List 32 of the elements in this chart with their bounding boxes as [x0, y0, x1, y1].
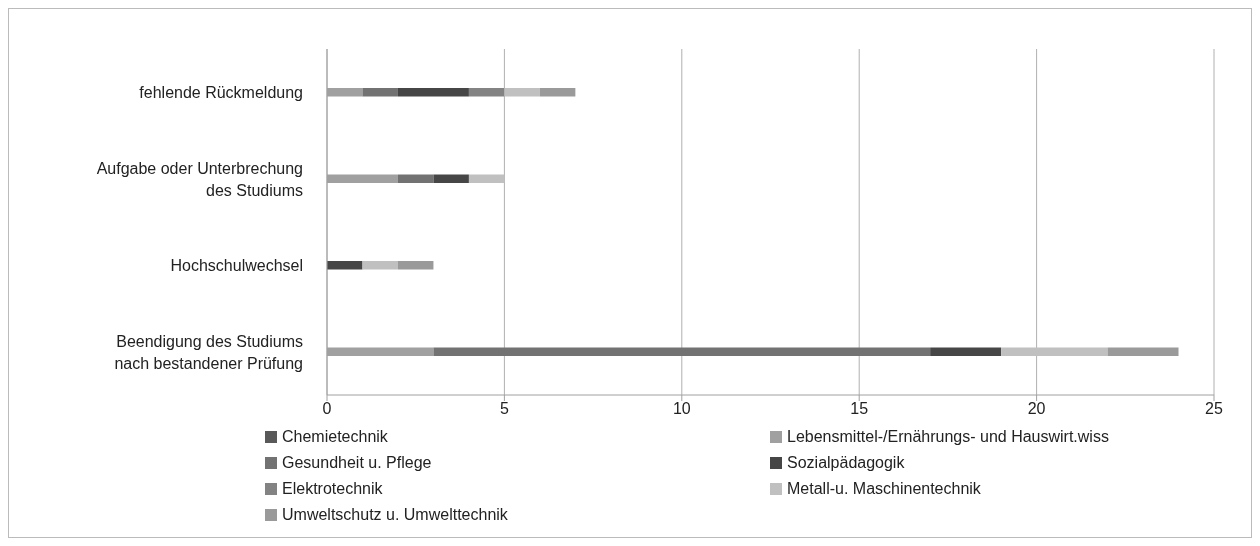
bar — [930, 347, 1002, 357]
x-tick-label: 5 — [499, 400, 509, 418]
bar — [433, 347, 931, 357]
bar — [504, 87, 540, 97]
bar — [468, 174, 505, 184]
legend-label: Metall-u. Maschinentechnik — [787, 480, 981, 498]
bar — [539, 87, 576, 97]
legend-label: Gesundheit u. Pflege — [282, 454, 432, 472]
x-tick-label: 15 — [850, 400, 869, 418]
bar — [1107, 347, 1179, 357]
bar — [397, 174, 434, 184]
bar — [397, 87, 469, 97]
bar — [397, 260, 434, 270]
y-tick-label: Aufgabe oder Unterbrechung des Studiums — [96, 159, 303, 199]
y-tick-label: fehlende Rückmeldung — [139, 83, 303, 101]
y-tick-label: Beendigung des Studiums nach bestandener Prüfung — [114, 332, 303, 372]
x-tick-label: 0 — [322, 400, 332, 418]
y-tick-label: Hochschulwechsel — [170, 256, 303, 274]
x-tick-label: 20 — [1027, 400, 1046, 418]
bar — [362, 87, 398, 97]
legend-label: Umweltschutz u. Umwelttechnik — [282, 506, 508, 524]
bar — [1001, 347, 1108, 357]
legend-label: Sozialpädagogik — [787, 454, 905, 472]
legend-label: Elektrotechnik — [282, 480, 383, 498]
bar — [433, 174, 469, 184]
bar — [327, 260, 363, 270]
x-tick-label: 10 — [672, 400, 691, 418]
x-tick-label: 25 — [1205, 400, 1223, 418]
bar — [362, 260, 398, 270]
legend-label: Lebensmittel-/Ernährungs- und Hauswirt.wiss — [787, 428, 1109, 446]
legend-label: Chemietechnik — [282, 428, 388, 446]
bar — [468, 87, 505, 97]
